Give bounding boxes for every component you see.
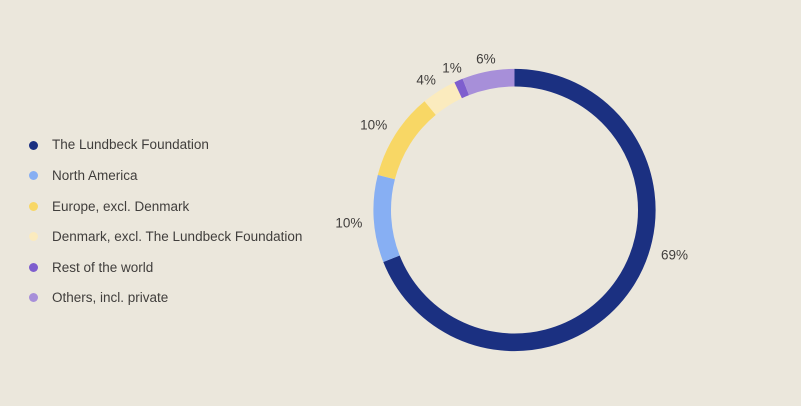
slice-value-label: 1% xyxy=(442,60,462,76)
legend-swatch xyxy=(29,232,38,242)
legend-item[interactable]: Denmark, excl. The Lundbeck Foundation xyxy=(29,222,302,253)
legend-item[interactable]: North America xyxy=(29,160,302,191)
legend-swatch xyxy=(29,262,38,272)
slice-value-label: 69% xyxy=(660,246,689,262)
legend-label: North America xyxy=(52,167,138,183)
donut-slice-1[interactable] xyxy=(373,174,400,262)
legend-item[interactable]: Others, incl. private xyxy=(29,283,302,314)
legend-item[interactable]: Europe, excl. Denmark xyxy=(29,191,302,222)
donut-slice-0[interactable] xyxy=(383,68,656,352)
legend-label: The Lundbeck Foundation xyxy=(52,137,209,153)
legend-swatch xyxy=(29,201,38,211)
donut-slice-4[interactable] xyxy=(454,78,470,99)
donut-slice-3[interactable] xyxy=(424,82,463,115)
slice-value-label: 4% xyxy=(416,72,436,88)
legend-swatch xyxy=(29,171,38,181)
slice-value-label: 10% xyxy=(360,117,388,133)
legend-label: Denmark, excl. The Lundbeck Foundation xyxy=(52,229,303,245)
legend-label: Europe, excl. Denmark xyxy=(52,198,190,214)
legend-item[interactable]: The Lundbeck Foundation xyxy=(29,130,302,161)
donut-slice-2[interactable] xyxy=(377,101,436,180)
legend-label: Others, incl. private xyxy=(52,290,169,306)
slice-value-label: 10% xyxy=(335,215,363,231)
legend-item[interactable]: Rest of the world xyxy=(29,252,302,283)
legend-label: Rest of the world xyxy=(52,259,154,275)
legend: The Lundbeck Foundation North America Euro… xyxy=(29,130,302,313)
legend-swatch xyxy=(29,293,38,303)
legend-swatch xyxy=(29,140,38,150)
slice-value-label: 6% xyxy=(476,51,496,67)
donut-slice-5[interactable] xyxy=(462,68,515,96)
